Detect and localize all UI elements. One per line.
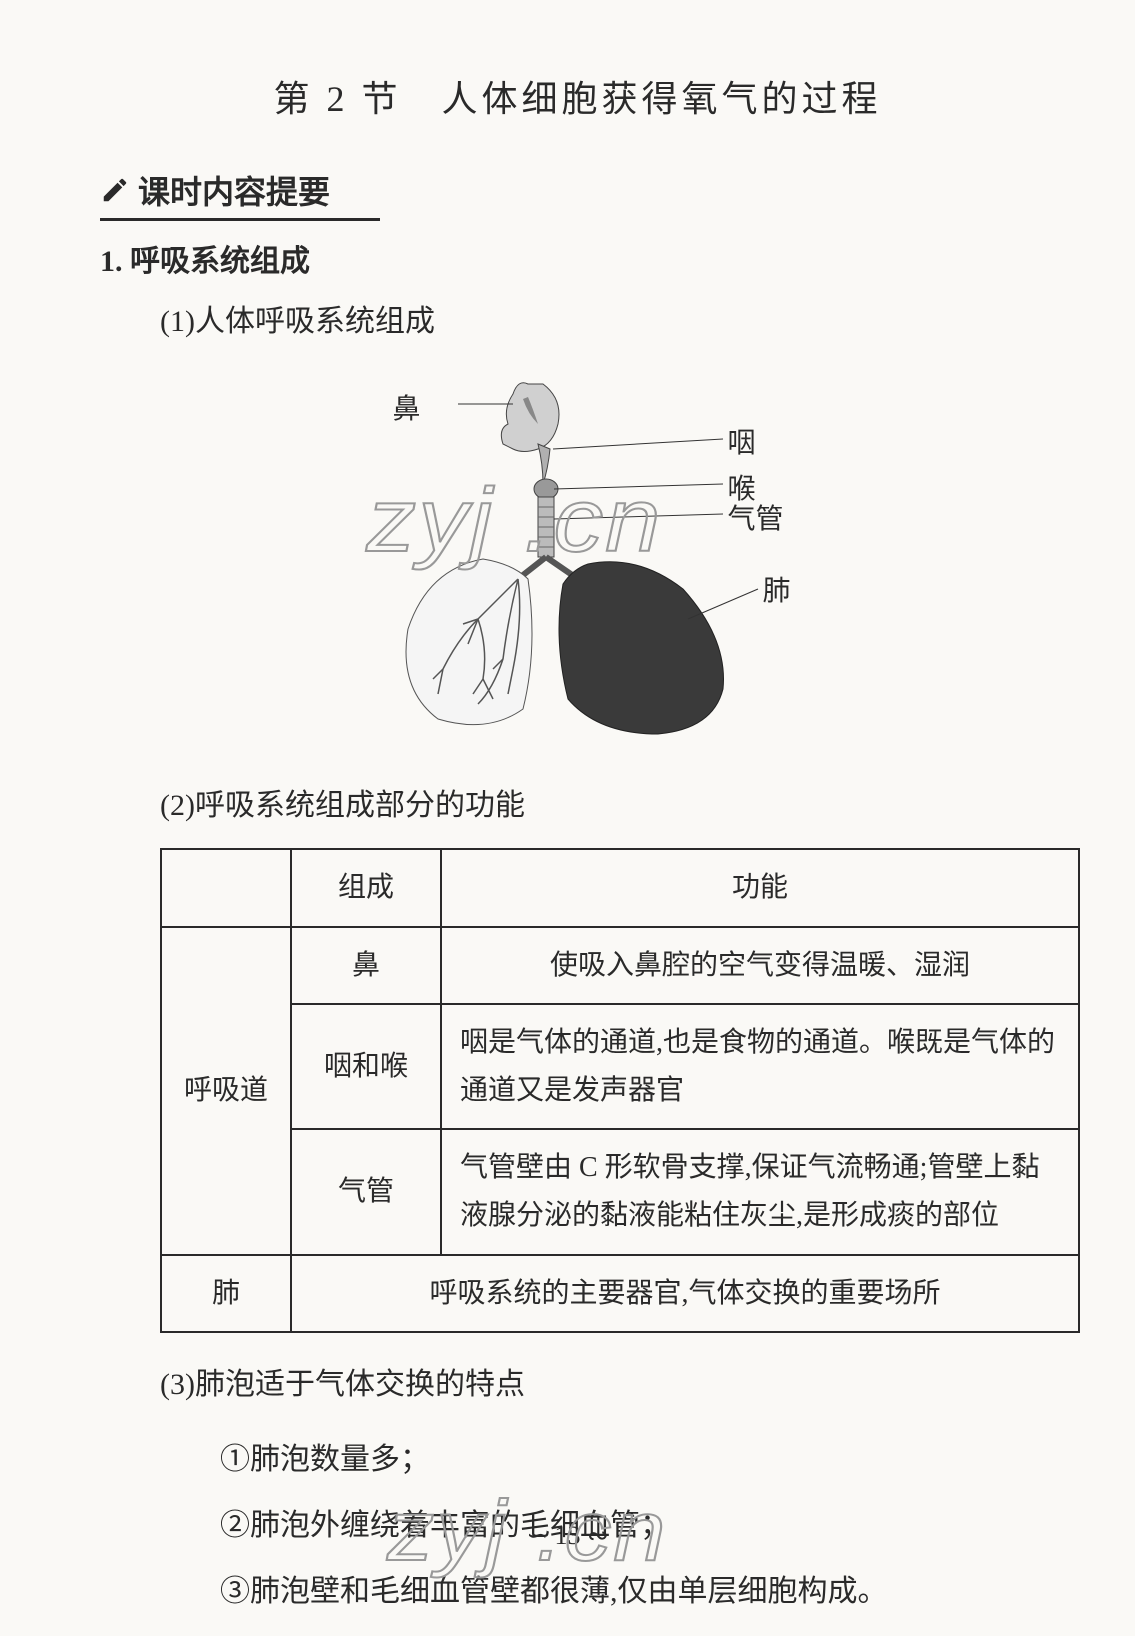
function-table: 组成 功能 呼吸道 鼻 使吸入鼻腔的空气变得温暖、湿润 咽和喉 咽是气体的通道,… xyxy=(160,848,1080,1333)
sublist-item-3: ③肺泡壁和毛细血管壁都很薄,仅由单层细胞构成。 xyxy=(220,1559,1055,1625)
header-col2: 组成 xyxy=(291,849,441,927)
respiratory-diagram: 鼻 咽 喉 气管 肺 xyxy=(100,369,1055,739)
cell-part-3: 气管 xyxy=(291,1129,441,1254)
point-1: (1)人体呼吸系统组成 xyxy=(160,295,1055,349)
page-title: 第 2 节 人体细胞获得氧气的过程 xyxy=(100,70,1055,122)
pencil-icon xyxy=(100,175,130,205)
table-header-row: 组成 功能 xyxy=(161,849,1079,927)
cell-part-2: 咽和喉 xyxy=(291,1004,441,1129)
cell-func-1: 使吸入鼻腔的空气变得温暖、湿润 xyxy=(441,927,1079,1005)
label-pharynx: 咽 xyxy=(728,421,756,461)
sublist-item-1: ①肺泡数量多； xyxy=(220,1427,1055,1493)
cell-cat-2: 肺 xyxy=(161,1255,291,1333)
label-trachea: 气管 xyxy=(728,497,784,537)
subheading-1: 1. 呼吸系统组成 xyxy=(100,236,1055,280)
table-row: 肺 呼吸系统的主要器官,气体交换的重要场所 xyxy=(161,1255,1079,1333)
point-2: (2)呼吸系统组成部分的功能 xyxy=(160,779,1055,833)
table-row: 咽和喉 咽是气体的通道,也是食物的通道。喉既是气体的通道又是发声器官 xyxy=(161,1004,1079,1129)
cell-part-1: 鼻 xyxy=(291,927,441,1005)
label-nose: 鼻 xyxy=(393,387,421,427)
table-row: 气管 气管壁由 C 形软骨支撑,保证气流畅通;管壁上黏液腺分泌的黏液能粘住灰尘,… xyxy=(161,1129,1079,1254)
cell-func-4: 呼吸系统的主要器官,气体交换的重要场所 xyxy=(291,1255,1079,1333)
point-3: (3)肺泡适于气体交换的特点 xyxy=(160,1358,1055,1412)
section-header: 课时内容提要 xyxy=(100,167,380,221)
section-header-text: 课时内容提要 xyxy=(138,167,330,213)
page-number: ∽ 13 ∾ xyxy=(0,1521,1135,1551)
label-lung: 肺 xyxy=(763,569,791,609)
cell-func-3: 气管壁由 C 形软骨支撑,保证气流畅通;管壁上黏液腺分泌的黏液能粘住灰尘,是形成… xyxy=(441,1129,1079,1254)
header-col3: 功能 xyxy=(441,849,1079,927)
table-row: 呼吸道 鼻 使吸入鼻腔的空气变得温暖、湿润 xyxy=(161,927,1079,1005)
cell-func-2: 咽是气体的通道,也是食物的通道。喉既是气体的通道又是发声器官 xyxy=(441,1004,1079,1129)
header-empty xyxy=(161,849,291,927)
cell-cat-1: 呼吸道 xyxy=(161,927,291,1255)
